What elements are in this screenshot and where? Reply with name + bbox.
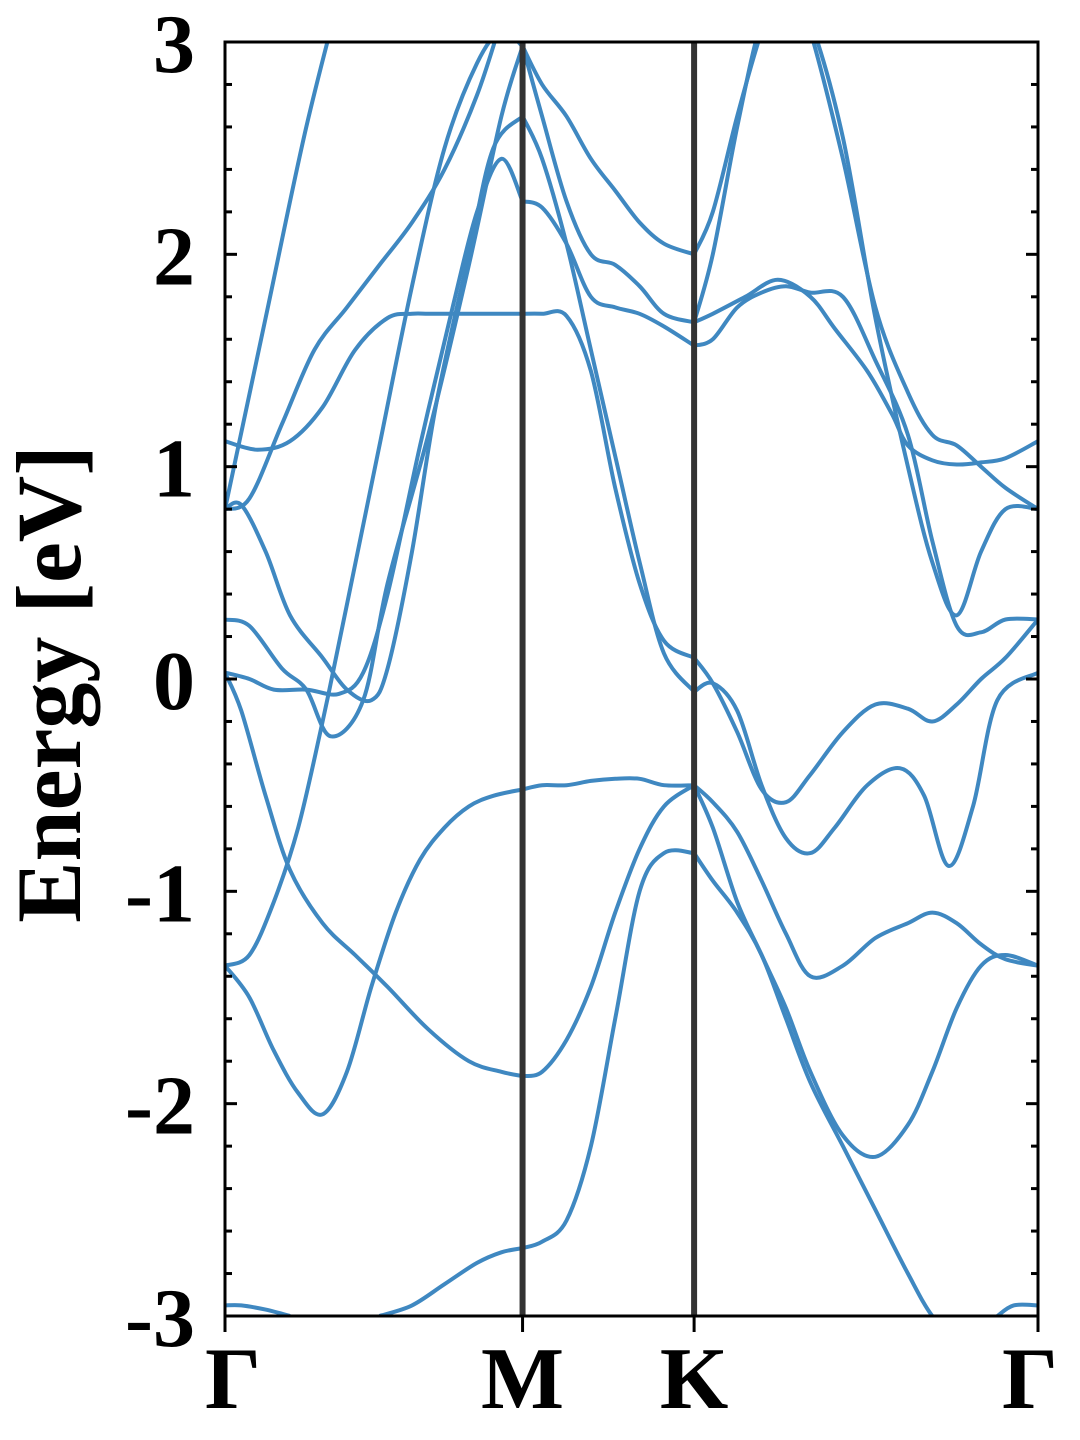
x-tick-label-M: M (481, 1331, 564, 1428)
band-line-15 (225, 42, 524, 968)
y-tick-label: 1 (153, 423, 195, 516)
y-tick-label: 3 (153, 0, 195, 91)
band-line-4 (692, 618, 1038, 805)
band-line-10 (520, 45, 695, 325)
x-tick-label-K: K (660, 1331, 728, 1428)
y-axis-label: Energy [eV] (0, 445, 100, 923)
band-line-25 (378, 1246, 523, 1316)
band-line-22 (225, 787, 524, 1117)
band-line-14 (693, 284, 1038, 638)
band-line-20 (522, 783, 696, 1079)
y-tick-label: 2 (153, 210, 195, 303)
band-line-16 (520, 45, 695, 257)
band-line-12 (225, 156, 525, 697)
y-axis: 3 2 1 0 -1 -2 -3 (125, 0, 1038, 1365)
y-tick-label: 0 (153, 635, 195, 728)
band-line-26 (521, 848, 695, 1251)
band-line-8 (225, 42, 497, 512)
x-tick-label-Γ: Γ (1002, 1331, 1058, 1428)
band-line-18 (692, 42, 1038, 618)
band-line-3 (522, 309, 696, 660)
y-tick-label: -3 (125, 1272, 195, 1365)
band-line-28 (225, 1303, 291, 1316)
band-line-29 (996, 1302, 1038, 1316)
band-line-23 (522, 776, 695, 792)
band-line-27 (692, 851, 935, 1316)
band-line-7 (693, 670, 1038, 868)
band-line-6 (520, 115, 696, 694)
band-line-21 (692, 783, 1038, 980)
band-line-24 (692, 784, 1038, 1159)
band-line-13 (522, 199, 696, 348)
plot-frame (223, 40, 1040, 1318)
band-line-5 (225, 114, 525, 704)
y-tick-label: -2 (125, 1060, 195, 1153)
x-tick-label-Γ: Γ (205, 1331, 261, 1428)
band-line-1 (225, 42, 330, 510)
band-line-11 (693, 277, 1038, 467)
band-line-9 (225, 45, 525, 739)
band-line-19 (225, 671, 523, 1079)
high-symmetry-lines (519, 42, 698, 1316)
y-tick-label: -1 (125, 847, 195, 940)
band-curves (225, 42, 1038, 1316)
band-line-2 (225, 311, 523, 452)
